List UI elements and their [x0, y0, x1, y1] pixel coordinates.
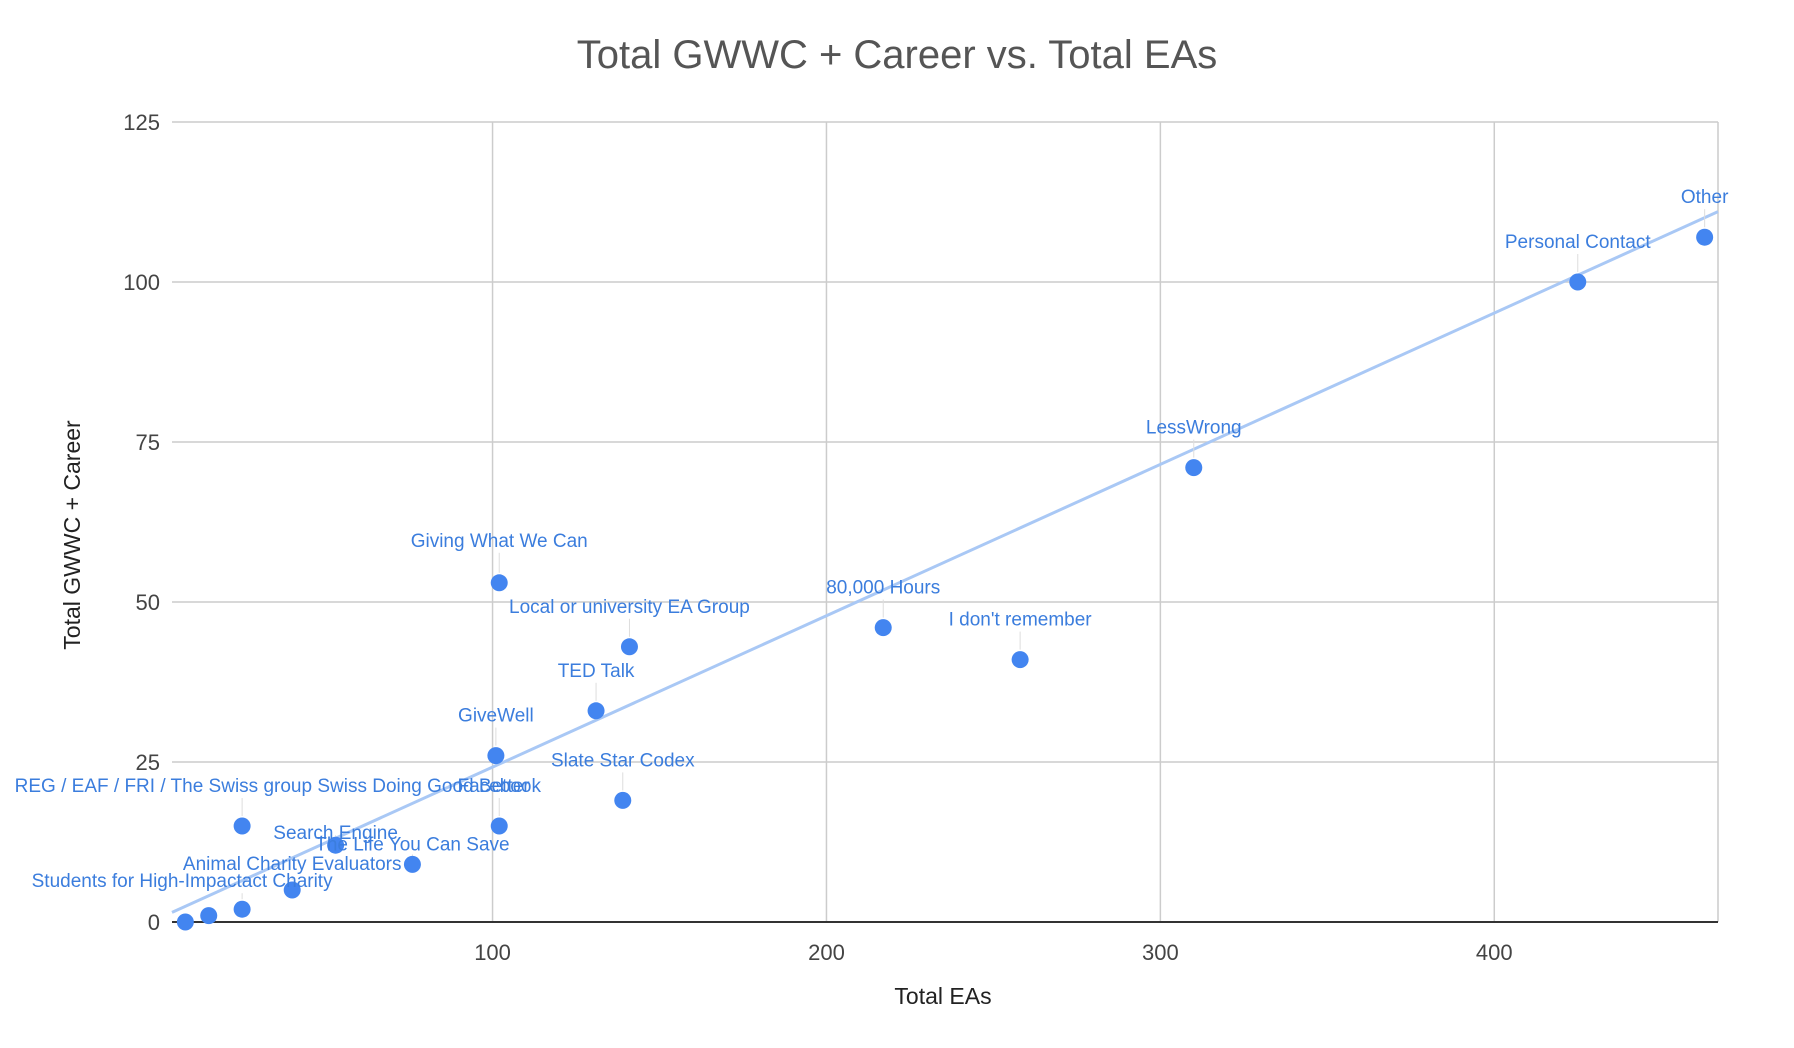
y-tick-label: 125: [123, 110, 160, 135]
x-tick-label: 300: [1142, 940, 1179, 965]
data-point-label: I don't remember: [949, 610, 1093, 631]
data-point: [283, 881, 301, 899]
axes: 0 25 50 75 100 125 100 200 300 400: [123, 110, 1718, 965]
data-point: [874, 619, 892, 637]
data-point-label: Local or university EA Group: [509, 597, 750, 618]
data-point: [490, 574, 508, 592]
data-point: [1011, 651, 1029, 669]
label-leaders: [241, 209, 1706, 900]
data-point: [1185, 459, 1203, 477]
y-axis-label: Total GWWC + Career: [59, 420, 85, 650]
data-point: [233, 900, 251, 918]
data-point: [1696, 228, 1714, 246]
data-point: [327, 836, 345, 854]
data-point-label: Slate Star Codex: [551, 750, 695, 771]
data-point: [587, 702, 605, 720]
y-tick-label: 100: [123, 270, 160, 295]
data-point: [1569, 273, 1587, 291]
data-point-label: Students for High-Impactact Charity: [32, 871, 333, 892]
data-point-label: GiveWell: [458, 706, 534, 727]
y-tick-label: 75: [136, 430, 160, 455]
data-point: [490, 817, 508, 835]
data-point-label: LessWrong: [1146, 418, 1242, 439]
data-point: [620, 638, 638, 656]
x-tick-label: 200: [808, 940, 845, 965]
data-point-label: TED Talk: [558, 661, 635, 682]
data-point-label: Other: [1681, 187, 1729, 208]
point-labels: Other Personal Contact LessWrong Giving Wha…: [15, 187, 1729, 892]
y-tick-label: 0: [148, 910, 160, 935]
data-point: [403, 855, 421, 873]
data-point-label: Search Engine: [273, 823, 398, 844]
x-tick-label: 400: [1476, 940, 1513, 965]
data-point-label: REG / EAF / FRI / The Swiss group Swiss …: [15, 776, 531, 797]
data-point-label: Personal Contact: [1505, 232, 1651, 253]
data-point: [176, 913, 194, 931]
gridlines: [172, 121, 1719, 922]
data-point-label: Giving What We Can: [411, 531, 588, 552]
data-points: [176, 228, 1714, 931]
trendline: [171, 210, 1719, 914]
x-axis-label: Total EAs: [894, 983, 991, 1009]
y-tick-label: 50: [136, 590, 160, 615]
data-point: [233, 817, 251, 835]
data-point-label: The Life You Can Save: [315, 834, 509, 855]
chart-title: Total GWWC + Career vs. Total EAs: [577, 33, 1218, 77]
trendline-layer: [171, 210, 1719, 914]
x-tick-label: 100: [474, 940, 511, 965]
data-point-label: Animal Charity Evaluators: [183, 854, 402, 875]
y-tick-label: 25: [136, 750, 160, 775]
data-point-label: Facebook: [458, 776, 542, 797]
data-point-label: 80,000 Hours: [826, 578, 940, 599]
data-point: [487, 747, 505, 765]
data-point: [200, 907, 218, 925]
data-point: [614, 791, 632, 809]
